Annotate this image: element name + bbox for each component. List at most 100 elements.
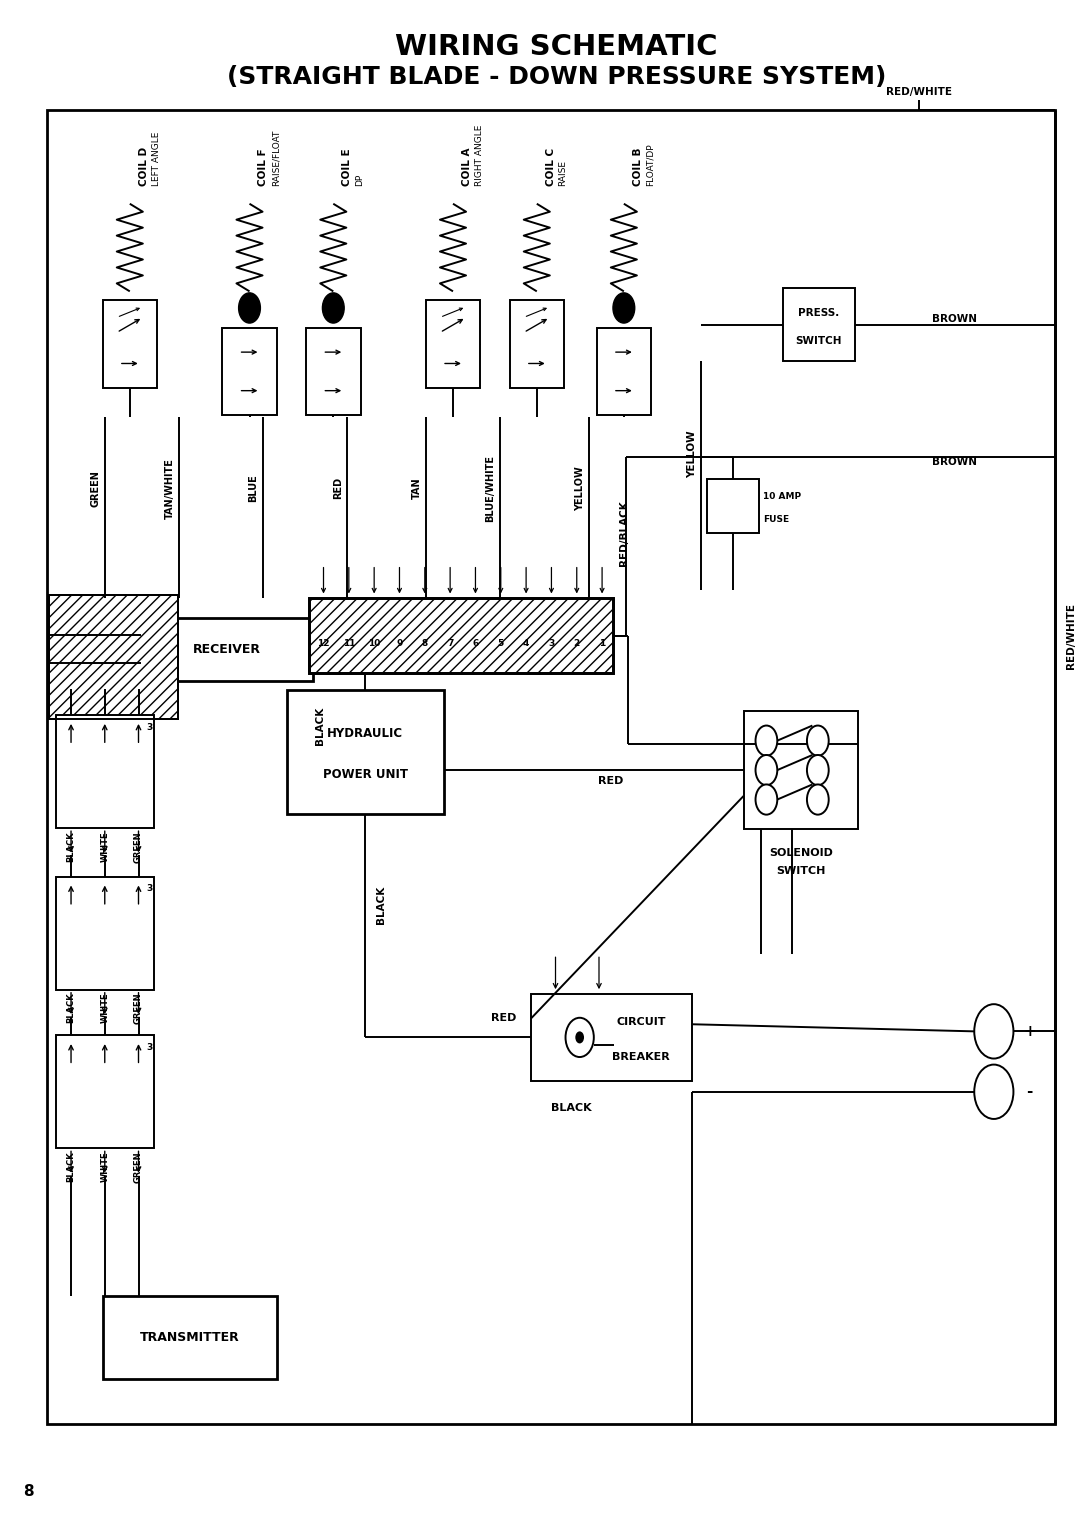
- Circle shape: [565, 1018, 594, 1058]
- Text: COIL B: COIL B: [633, 147, 643, 186]
- Circle shape: [239, 294, 261, 324]
- Bar: [56, 1035, 154, 1148]
- Text: TRANSMITTER: TRANSMITTER: [140, 1330, 240, 1344]
- Bar: [744, 711, 858, 829]
- Text: COIL E: COIL E: [341, 148, 352, 186]
- Text: 8: 8: [23, 1484, 34, 1499]
- Bar: [310, 598, 613, 673]
- Circle shape: [974, 1065, 1014, 1120]
- Bar: [425, 301, 480, 387]
- Text: 3: 3: [146, 723, 153, 732]
- Text: -: -: [1027, 1085, 1033, 1100]
- Text: COIL D: COIL D: [139, 147, 148, 186]
- Bar: [597, 328, 651, 415]
- Bar: [782, 289, 854, 360]
- Text: BLACK: BLACK: [67, 831, 75, 862]
- Text: TAN/WHITE: TAN/WHITE: [165, 458, 175, 519]
- Circle shape: [974, 1005, 1014, 1059]
- Text: GREEN: GREEN: [91, 471, 100, 507]
- Text: COIL A: COIL A: [461, 147, 471, 186]
- Text: (STRAIGHT BLADE - DOWN PRESSURE SYSTEM): (STRAIGHT BLADE - DOWN PRESSURE SYSTEM): [227, 65, 886, 89]
- Text: RAISE/FLOAT: RAISE/FLOAT: [272, 129, 280, 186]
- Text: WHITE: WHITE: [100, 831, 109, 862]
- Text: SWITCH: SWITCH: [776, 867, 826, 876]
- Bar: [310, 598, 613, 673]
- Bar: [49, 595, 178, 719]
- Text: 3: 3: [146, 884, 153, 893]
- Bar: [47, 110, 1055, 1424]
- Text: RED/WHITE: RED/WHITE: [1066, 602, 1076, 669]
- Text: POWER UNIT: POWER UNIT: [323, 767, 408, 781]
- Text: RED: RED: [491, 1014, 517, 1023]
- Circle shape: [575, 1032, 584, 1044]
- Circle shape: [807, 726, 829, 756]
- Text: 10: 10: [368, 638, 381, 648]
- Text: COIL F: COIL F: [259, 148, 268, 186]
- Circle shape: [807, 755, 829, 785]
- Text: 2: 2: [574, 638, 580, 648]
- Text: 10 AMP: 10 AMP: [763, 492, 801, 501]
- Text: FLOAT/DP: FLOAT/DP: [646, 144, 655, 186]
- Text: 11: 11: [343, 638, 355, 648]
- Text: SWITCH: SWITCH: [795, 336, 842, 345]
- Text: PRESS.: PRESS.: [798, 309, 839, 318]
- Text: RIGHT ANGLE: RIGHT ANGLE: [475, 124, 483, 186]
- Bar: [56, 876, 154, 990]
- Bar: [307, 328, 360, 415]
- Text: WHITE: WHITE: [100, 993, 109, 1023]
- Text: 7: 7: [447, 638, 454, 648]
- Text: 5: 5: [497, 638, 504, 648]
- Text: TAN: TAN: [411, 478, 421, 499]
- Text: RED/BLACK: RED/BLACK: [619, 501, 628, 566]
- Circle shape: [613, 294, 635, 324]
- Text: 4: 4: [523, 638, 529, 648]
- Bar: [56, 716, 154, 828]
- Text: DP: DP: [355, 174, 364, 186]
- Bar: [141, 617, 313, 681]
- Text: RECEIVER: RECEIVER: [193, 643, 261, 655]
- Bar: [103, 301, 157, 387]
- Text: GREEN: GREEN: [134, 1151, 143, 1183]
- Circle shape: [756, 755, 777, 785]
- Bar: [509, 301, 564, 387]
- Text: 3: 3: [146, 1042, 153, 1052]
- Text: RED: RED: [333, 478, 343, 499]
- Bar: [707, 478, 759, 533]
- Text: RED/WHITE: RED/WHITE: [886, 88, 951, 97]
- Circle shape: [323, 294, 344, 324]
- Text: GREEN: GREEN: [134, 831, 143, 862]
- Text: 3: 3: [549, 638, 554, 648]
- Text: WIRING SCHEMATIC: WIRING SCHEMATIC: [395, 33, 718, 61]
- Text: RED: RED: [598, 776, 623, 785]
- Text: BLUE: BLUE: [249, 475, 259, 502]
- Text: BLACK: BLACK: [67, 1151, 75, 1182]
- Text: 9: 9: [396, 638, 403, 648]
- Text: BLACK: BLACK: [551, 1103, 592, 1114]
- Text: COIL C: COIL C: [546, 147, 555, 186]
- Text: BROWN: BROWN: [932, 457, 976, 468]
- Text: WHITE: WHITE: [100, 1151, 109, 1182]
- Text: BLACK: BLACK: [67, 993, 75, 1023]
- Text: 1: 1: [599, 638, 606, 648]
- Text: LEFT ANGLE: LEFT ANGLE: [152, 132, 160, 186]
- Text: GREEN: GREEN: [134, 993, 143, 1024]
- Text: 12: 12: [317, 638, 329, 648]
- Text: YELLOW: YELLOW: [575, 466, 585, 511]
- Bar: [49, 595, 178, 719]
- Text: BLACK: BLACK: [376, 885, 386, 923]
- Text: CIRCUIT: CIRCUIT: [616, 1017, 666, 1027]
- Text: +: +: [1023, 1024, 1036, 1039]
- Text: RAISE: RAISE: [559, 160, 567, 186]
- Circle shape: [807, 784, 829, 814]
- Text: 6: 6: [472, 638, 479, 648]
- Bar: [531, 994, 693, 1082]
- Bar: [103, 1295, 277, 1378]
- Circle shape: [756, 784, 777, 814]
- Text: 8: 8: [422, 638, 428, 648]
- Text: BLUE/WHITE: BLUE/WHITE: [485, 455, 495, 522]
- Text: BLACK: BLACK: [315, 707, 325, 746]
- Text: FUSE: FUSE: [763, 514, 789, 523]
- Text: BROWN: BROWN: [932, 313, 976, 324]
- Text: BREAKER: BREAKER: [612, 1052, 670, 1062]
- Circle shape: [756, 726, 777, 756]
